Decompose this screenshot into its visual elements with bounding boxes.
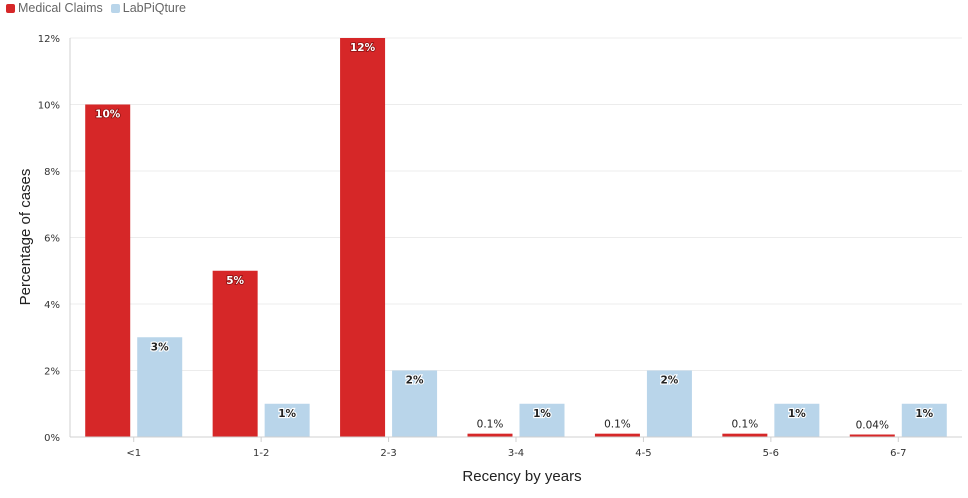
data-label-medical-claims: 0.04% — [856, 420, 889, 432]
data-label-medical-claims: 10% — [95, 109, 121, 121]
y-tick-label: 2% — [44, 367, 60, 378]
y-tick-label: 4% — [44, 300, 60, 311]
x-tick-label: 6-7 — [890, 448, 906, 459]
bar-labpiqture-3[interactable] — [392, 370, 438, 438]
data-label-labpiqture: 1% — [533, 408, 551, 420]
legend-item-medical-claims[interactable]: Medical Claims — [6, 1, 103, 15]
data-label-medical-claims: 0.1% — [604, 419, 631, 431]
data-label-labpiqture: 1% — [788, 408, 806, 420]
x-axis-ticks: <1 1-2 2-3 3-4 4-5 5-6 6-7 — [126, 437, 906, 459]
bar-medical-claims-6[interactable] — [722, 433, 768, 437]
data-label-labpiqture: 1% — [278, 408, 296, 420]
legend-swatch-labpiqture — [110, 3, 120, 13]
bar-labpiqture-7[interactable] — [901, 403, 947, 437]
grid-lines — [70, 37, 962, 371]
y-axis-title: Percentage of cases — [17, 169, 34, 306]
y-tick-label: 8% — [44, 167, 60, 178]
chart-legend: Medical Claims LabPiQture — [6, 0, 186, 16]
data-label-labpiqture: 1% — [915, 408, 933, 420]
bar-labpiqture-4[interactable] — [519, 403, 565, 437]
y-tick-label: 12% — [38, 34, 60, 45]
bar-medical-claims-5[interactable] — [594, 433, 640, 437]
data-label-labpiqture: 2% — [661, 375, 679, 387]
x-tick-label: 1-2 — [253, 448, 269, 459]
x-tick-label: 2-3 — [380, 448, 396, 459]
bar-labpiqture-6[interactable] — [774, 403, 820, 437]
x-axis-title: Recency by years — [462, 468, 581, 485]
bar-medical-claims-1[interactable] — [85, 104, 131, 438]
data-label-medical-claims: 5% — [226, 275, 244, 287]
x-tick-label: 4-5 — [635, 448, 651, 459]
legend-label-medical-claims: Medical Claims — [18, 1, 103, 15]
bar-labpiqture-1[interactable] — [137, 337, 183, 437]
y-tick-label: 10% — [38, 101, 60, 112]
bar-labpiqture-5[interactable] — [646, 370, 692, 438]
data-label-medical-claims: 0.1% — [732, 419, 759, 431]
data-label-medical-claims: 0.1% — [477, 419, 504, 431]
bars — [85, 38, 947, 437]
legend-label-labpiqture: LabPiQture — [122, 1, 186, 15]
bar-medical-claims-4[interactable] — [467, 433, 513, 437]
y-tick-label: 6% — [44, 234, 60, 245]
data-label-medical-claims: 12% — [350, 42, 376, 54]
legend-item-labpiqture[interactable]: LabPiQture — [110, 1, 186, 15]
x-tick-label: 5-6 — [763, 448, 779, 459]
bar-medical-claims-3[interactable] — [340, 38, 386, 437]
x-tick-label: <1 — [126, 448, 141, 459]
data-labels: 10% 3% 5% 1% 12% 2% 0.1% 1% 0.1% 2% 0.1% 1% 0.04% 1% — [94, 41, 934, 432]
legend-swatch-medical-claims — [6, 3, 15, 13]
y-tick-label: 0% — [44, 433, 60, 444]
y-axis-ticks: 0% 2% 4% 6% 8% 10% 12% — [38, 34, 60, 444]
data-label-labpiqture: 2% — [406, 375, 424, 387]
bar-medical-claims-7[interactable] — [849, 434, 895, 438]
x-tick-label: 3-4 — [508, 448, 524, 459]
bar-medical-claims-2[interactable] — [212, 270, 258, 437]
data-label-labpiqture: 3% — [151, 341, 169, 353]
bar-labpiqture-2[interactable] — [264, 403, 310, 437]
